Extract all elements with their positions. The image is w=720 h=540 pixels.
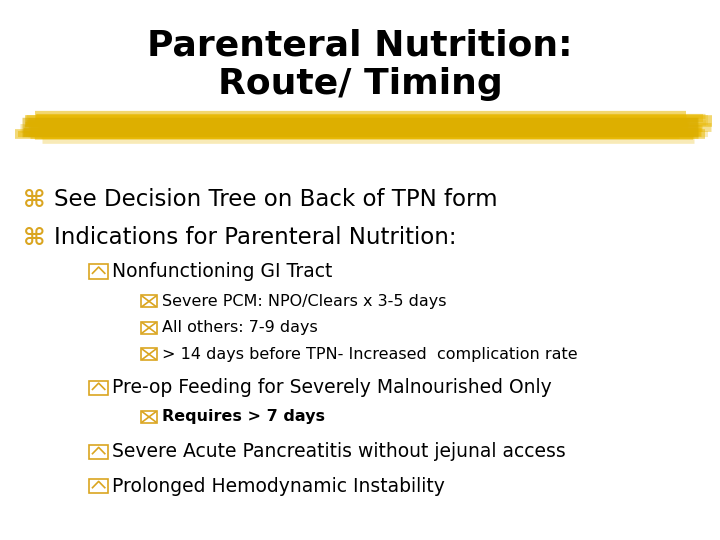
- Text: ⌘: ⌘: [23, 226, 45, 249]
- Text: Route/ Timing: Route/ Timing: [217, 67, 503, 100]
- Text: Parenteral Nutrition:: Parenteral Nutrition:: [148, 29, 572, 63]
- Text: Severe PCM: NPO/Clears x 3-5 days: Severe PCM: NPO/Clears x 3-5 days: [162, 294, 446, 309]
- Text: Indications for Parenteral Nutrition:: Indications for Parenteral Nutrition:: [54, 226, 456, 249]
- Text: All others: 7-9 days: All others: 7-9 days: [162, 320, 318, 335]
- Text: ⌘: ⌘: [23, 188, 45, 212]
- Text: See Decision Tree on Back of TPN form: See Decision Tree on Back of TPN form: [54, 188, 498, 211]
- Text: Prolonged Hemodynamic Instability: Prolonged Hemodynamic Instability: [112, 476, 444, 496]
- Text: > 14 days before TPN- Increased  complication rate: > 14 days before TPN- Increased complica…: [162, 347, 577, 362]
- Text: Severe Acute Pancreatitis without jejunal access: Severe Acute Pancreatitis without jejuna…: [112, 442, 565, 462]
- Text: Requires > 7 days: Requires > 7 days: [162, 409, 325, 424]
- Text: Nonfunctioning GI Tract: Nonfunctioning GI Tract: [112, 262, 332, 281]
- Text: Pre-op Feeding for Severely Malnourished Only: Pre-op Feeding for Severely Malnourished…: [112, 378, 552, 397]
